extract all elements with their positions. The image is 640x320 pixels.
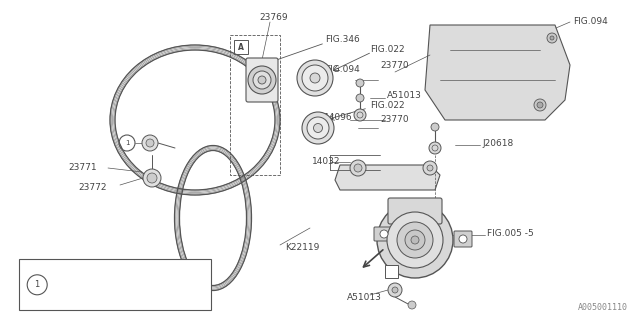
Circle shape	[143, 169, 161, 187]
Text: K22119: K22119	[285, 244, 319, 252]
Text: FIG.022: FIG.022	[370, 45, 404, 54]
Text: J20618: J20618	[482, 139, 513, 148]
Circle shape	[397, 222, 433, 258]
Circle shape	[377, 202, 453, 278]
FancyBboxPatch shape	[246, 58, 278, 102]
Circle shape	[547, 33, 557, 43]
Text: A: A	[238, 43, 244, 52]
Text: FIG.094: FIG.094	[573, 18, 608, 27]
Ellipse shape	[302, 65, 328, 91]
Circle shape	[248, 66, 276, 94]
Text: FIG.346: FIG.346	[325, 36, 360, 44]
FancyBboxPatch shape	[374, 227, 394, 241]
Polygon shape	[425, 25, 570, 120]
Text: FIG.005 -5: FIG.005 -5	[487, 228, 534, 237]
Text: A41011 ('14MY1307- >: A41011 ('14MY1307- >	[60, 293, 159, 302]
Circle shape	[459, 235, 467, 243]
Text: 23770: 23770	[380, 60, 408, 69]
Circle shape	[427, 165, 433, 171]
Circle shape	[258, 76, 266, 84]
Text: A005001110: A005001110	[578, 303, 628, 312]
Ellipse shape	[314, 124, 323, 132]
Circle shape	[354, 109, 366, 121]
Text: A4101  (-'14MY1307>: A4101 (-'14MY1307>	[60, 268, 154, 276]
Text: FRONT: FRONT	[385, 229, 416, 252]
Circle shape	[142, 135, 158, 151]
FancyBboxPatch shape	[454, 231, 472, 247]
Text: A: A	[388, 269, 394, 275]
Text: 1: 1	[125, 140, 129, 146]
Ellipse shape	[302, 112, 334, 144]
Circle shape	[387, 212, 443, 268]
Ellipse shape	[297, 60, 333, 96]
Ellipse shape	[310, 73, 320, 83]
Circle shape	[147, 173, 157, 183]
Circle shape	[534, 99, 546, 111]
FancyBboxPatch shape	[385, 265, 398, 278]
Text: 23771: 23771	[68, 164, 97, 172]
Circle shape	[411, 236, 419, 244]
Circle shape	[429, 142, 441, 154]
Text: 23769: 23769	[259, 13, 287, 22]
Circle shape	[380, 230, 388, 238]
Circle shape	[423, 161, 437, 175]
Text: 14032: 14032	[312, 157, 340, 166]
Circle shape	[550, 36, 554, 40]
Circle shape	[408, 301, 416, 309]
Text: FIG.094: FIG.094	[325, 66, 360, 75]
Circle shape	[392, 287, 398, 293]
Text: FIG.022: FIG.022	[370, 101, 404, 110]
FancyBboxPatch shape	[388, 198, 442, 224]
Text: 14096: 14096	[324, 114, 353, 123]
Bar	[230, 35, 280, 175]
Text: 23772: 23772	[78, 183, 106, 193]
Circle shape	[354, 164, 362, 172]
Text: 23770: 23770	[380, 116, 408, 124]
Circle shape	[350, 160, 366, 176]
FancyBboxPatch shape	[234, 40, 248, 54]
Ellipse shape	[307, 117, 329, 139]
Circle shape	[146, 139, 154, 147]
Circle shape	[405, 230, 425, 250]
Circle shape	[431, 123, 439, 131]
Text: 1: 1	[35, 280, 40, 289]
Circle shape	[356, 94, 364, 102]
Text: A51013: A51013	[387, 91, 422, 100]
Circle shape	[537, 102, 543, 108]
Text: A51013: A51013	[347, 293, 382, 302]
Polygon shape	[335, 165, 440, 190]
Bar	[19, 259, 211, 310]
Circle shape	[253, 71, 271, 89]
Circle shape	[356, 79, 364, 87]
Circle shape	[388, 283, 402, 297]
